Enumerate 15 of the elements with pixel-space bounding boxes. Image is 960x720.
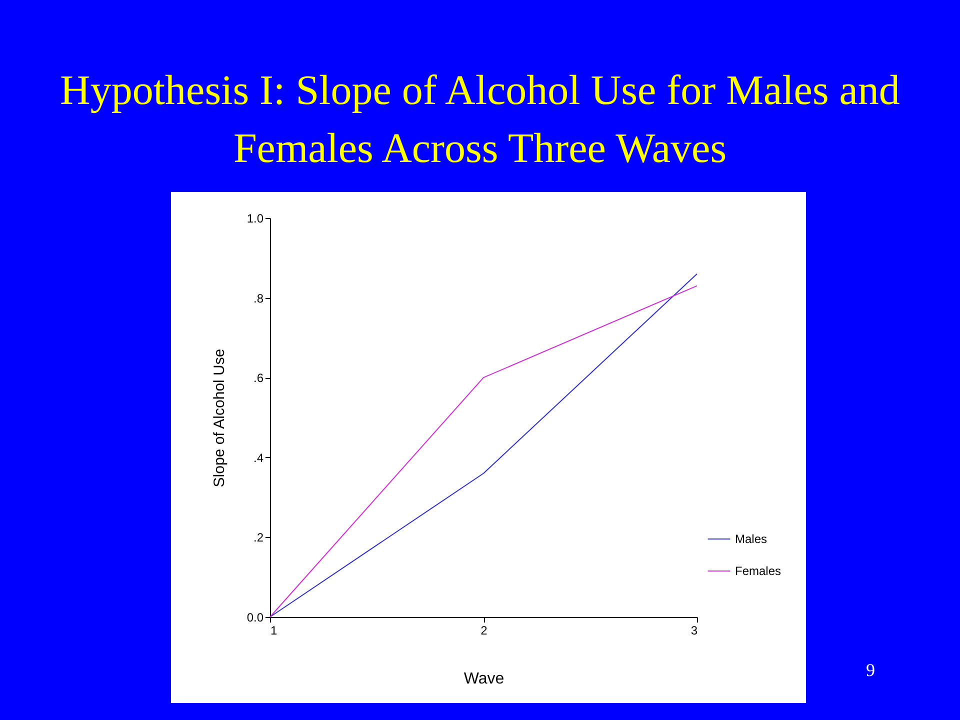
text: 9 bbox=[866, 660, 875, 681]
y-tick-label: 1.0 bbox=[246, 212, 264, 226]
y-tick-label: .2 bbox=[253, 530, 264, 545]
x-tick-label: 3 bbox=[690, 624, 698, 638]
x-tick-label: 2 bbox=[480, 624, 488, 638]
y-axis-title: Slope of Alcohol Use bbox=[210, 348, 228, 488]
chart-title: Hypothesis I: Slope of Alcohol Use for Males and Females Across Three Waves bbox=[60, 67, 900, 174]
x-axis-title: Wave bbox=[464, 670, 504, 688]
y-tick-label: 0.0 bbox=[246, 610, 264, 624]
x-tick-label: 1 bbox=[270, 624, 278, 638]
legend-label: Females bbox=[735, 564, 782, 578]
legend-label: Males bbox=[735, 532, 768, 546]
y-tick-label: .6 bbox=[253, 371, 264, 386]
y-tick-label: .8 bbox=[253, 291, 264, 306]
y-tick-label: .4 bbox=[253, 450, 264, 465]
